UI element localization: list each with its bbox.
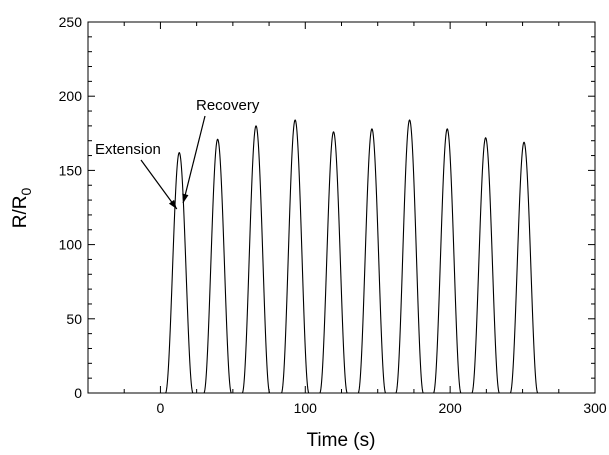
y-tick-labels: 0 50 100 150 200 250 — [59, 14, 83, 401]
extension-arrow-line — [140, 159, 178, 210]
y-axis-title-subscript: 0 — [18, 188, 34, 196]
y-tick-label: 200 — [59, 88, 83, 104]
axis-ticks — [87, 21, 596, 394]
y-tick-label: 100 — [59, 237, 83, 253]
x-tick-label: 300 — [583, 400, 607, 416]
x-tick-label: 0 — [157, 400, 165, 416]
x-tick-label: 200 — [438, 400, 462, 416]
series-line — [160, 119, 545, 394]
annotations: Extension Recovery — [95, 97, 260, 210]
x-tick-labels: 0 100 200 300 — [157, 400, 607, 416]
y-tick-label: 150 — [59, 162, 83, 178]
y-tick-label: 0 — [74, 385, 82, 401]
y-tick-label: 50 — [66, 311, 82, 327]
y-axis-title: R/R0 — [10, 188, 34, 229]
y-axis-title-main: R/R — [10, 196, 31, 229]
x-axis-title: Time (s) — [307, 430, 376, 451]
annotation-extension: Extension — [95, 141, 161, 158]
extension-arrow-head — [168, 199, 177, 209]
y-tick-label: 250 — [59, 14, 83, 30]
annotation-recovery: Recovery — [196, 97, 260, 114]
recovery-arrow-line — [182, 115, 206, 204]
recovery-arrow-head — [182, 193, 189, 204]
x-tick-label: 100 — [294, 400, 318, 416]
